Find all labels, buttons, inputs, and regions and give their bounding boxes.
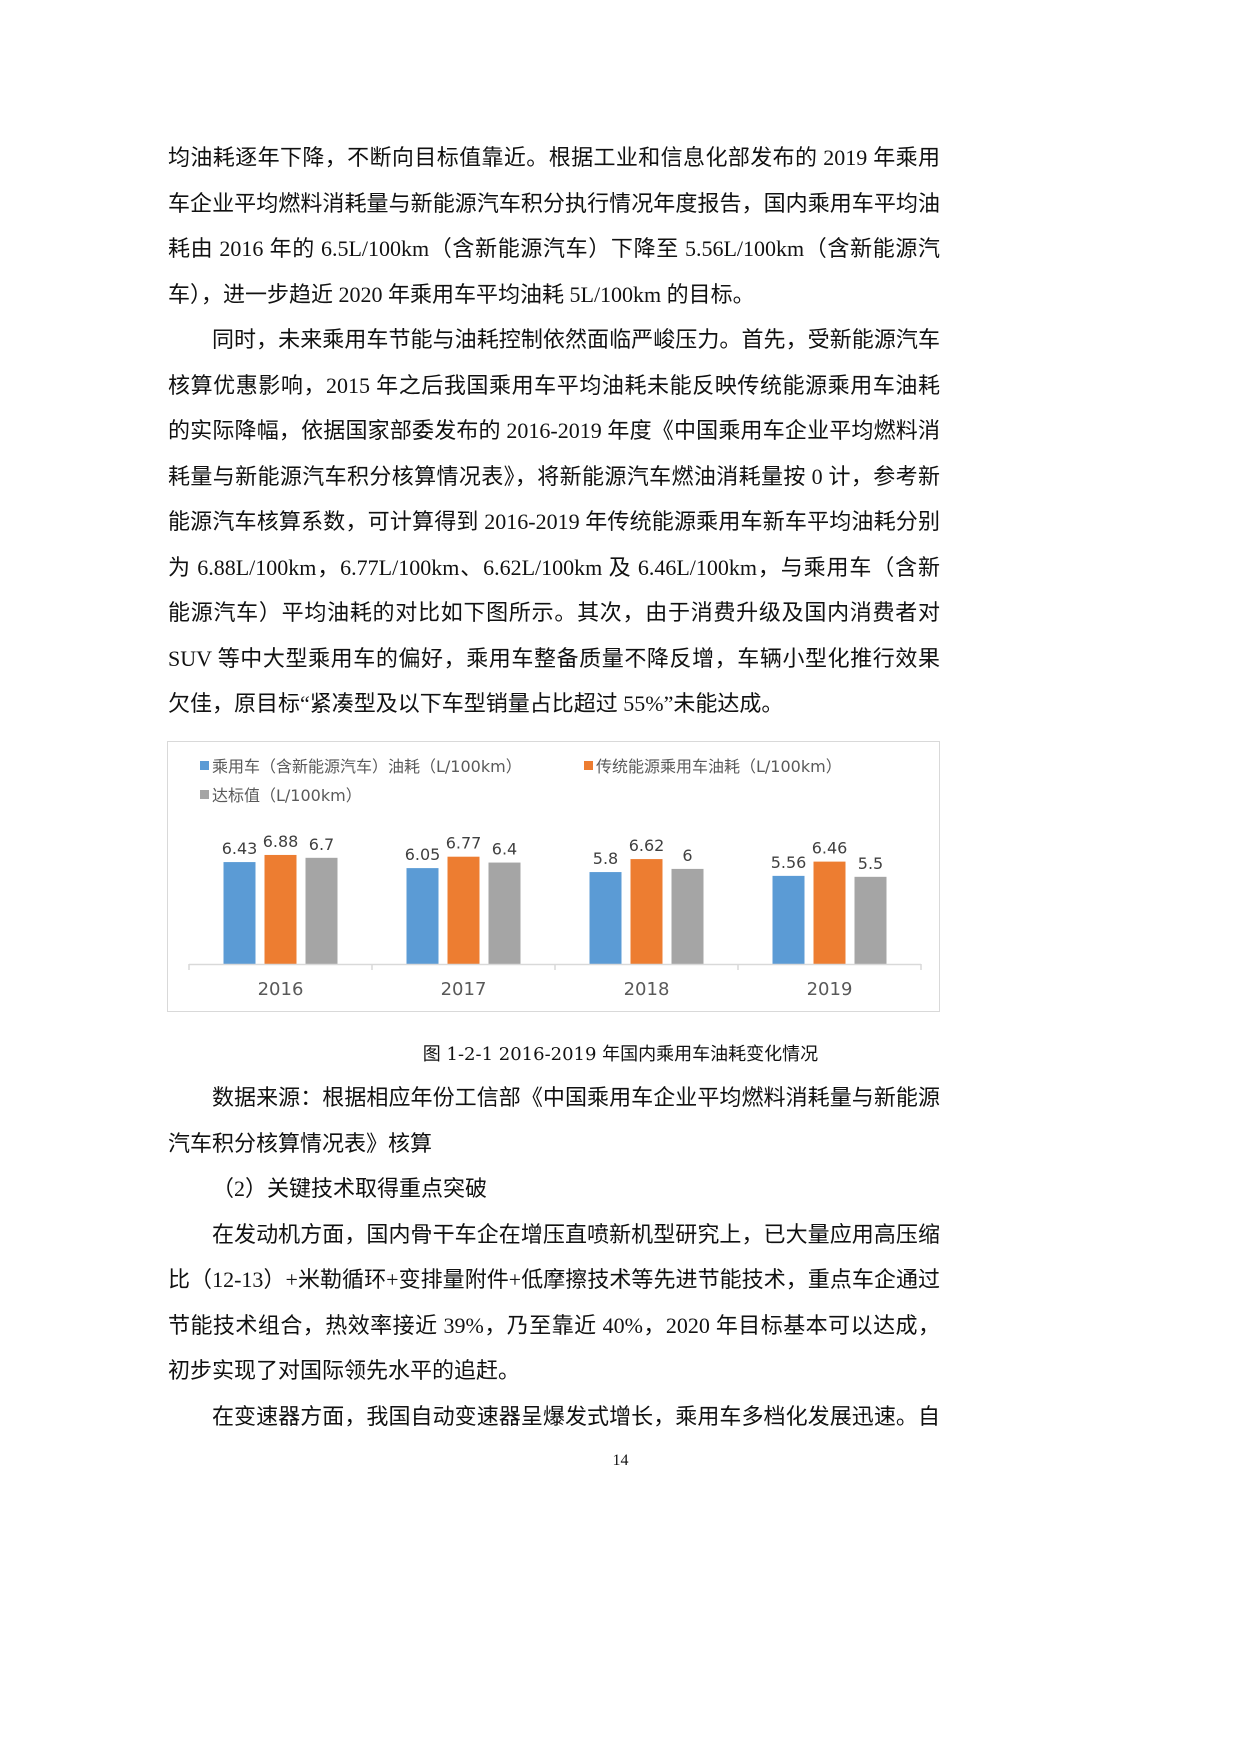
text-line: （2）关键技术取得重点突破 xyxy=(212,1176,488,1201)
text-line: 耗由 2016 年的 6.5L/100km（含新能源汽车）下降至 5.56L/1… xyxy=(168,236,940,261)
bar-2016-series-2 xyxy=(264,854,297,964)
text-line: 车企业平均燃料消耗量与新能源汽车积分执行情况年度报告，国内乘用车平均油 xyxy=(168,190,940,216)
legend-item-series-1: 乘用车（含新能源汽车）油耗（L/100km） xyxy=(200,753,522,777)
text-line: 核算优惠影响，2015 年之后我国乘用车平均油耗未能反映传统能源乘用车油耗 xyxy=(168,372,940,398)
data-label: 6 xyxy=(682,846,692,865)
text-line: 同时，未来乘用车节能与油耗控制依然面临严峻压力。首先，受新能源汽车 xyxy=(212,327,940,352)
data-label: 6.05 xyxy=(405,845,441,864)
bar-2019-series-2 xyxy=(813,861,846,964)
text-line: 能源汽车核算系数，可计算得到 2016-2019 年传统能源乘用车新车平均油耗分… xyxy=(168,509,940,534)
text-line: 为 6.88L/100km，6.77L/100km、6.62L/100km 及 … xyxy=(168,554,940,580)
plot-area: 6.43 6.88 6.7 2016 6.05 6.77 6.4 2017 5.8 6.62 6 20… xyxy=(188,832,922,1000)
x-tick-label: 2016 xyxy=(258,979,304,1000)
bar-2018-series-2 xyxy=(630,859,663,964)
bar-2018-series-3 xyxy=(671,868,704,964)
text-line: SUV 等中大型乘用车的偏好，乘用车整备质量不降反增，车辆小型化推行效果 xyxy=(168,645,940,671)
body-text-top: 均油耗逐年下降，不断向目标值靠近。根据工业和信息化部发布的 2019 年乘用 车企… xyxy=(168,135,940,727)
legend-label: 传统能源乘用车油耗（L/100km） xyxy=(596,757,842,776)
data-label: 6.46 xyxy=(812,839,848,858)
text-line: 的实际降幅，依据国家部委发布的 2016-2019 年度《中国乘用车企业平均燃料… xyxy=(168,418,940,443)
text-line: 耗量与新能源汽车积分核算情况表》，将新能源汽车燃油消耗量按 0 计，参考新 xyxy=(168,463,940,489)
text-line: 车），进一步趋近 2020 年乘用车平均油耗 5L/100km 的目标。 xyxy=(168,281,755,307)
bar-2017-series-1 xyxy=(406,868,439,964)
x-tick-label: 2018 xyxy=(624,979,670,1000)
text-line: 均油耗逐年下降，不断向目标值靠近。根据工业和信息化部发布的 2019 年乘用 xyxy=(168,145,940,170)
legend-label: 乘用车（含新能源汽车）油耗（L/100km） xyxy=(212,757,522,776)
data-label: 6.62 xyxy=(629,836,665,855)
text-line: 数据来源：根据相应年份工信部《中国乘用车企业平均燃料消耗量与新能源 xyxy=(212,1085,940,1110)
text-line: 节能技术组合，热效率接近 39%，乃至靠近 40%，2020 年目标基本可以达成… xyxy=(168,1312,940,1338)
text-line: 在发动机方面，国内骨干车企在增压直喷新机型研究上，已大量应用高压缩 xyxy=(212,1221,940,1247)
legend-swatch xyxy=(584,760,593,770)
bar-2017-series-3 xyxy=(488,862,521,964)
bar-2016-series-3 xyxy=(305,857,338,964)
bar-2019-series-1 xyxy=(772,875,805,964)
page-number: 14 xyxy=(612,1452,629,1469)
legend-swatch xyxy=(200,789,209,799)
data-label: 6.7 xyxy=(309,835,334,854)
legend-item-series-3: 达标值（L/100km） xyxy=(200,782,362,806)
legend-label: 达标值（L/100km） xyxy=(212,786,362,805)
x-tick-label: 2017 xyxy=(441,979,487,1000)
bar-2018-series-1 xyxy=(589,872,622,964)
data-label: 6.4 xyxy=(492,840,517,859)
text-line: 能源汽车）平均油耗的对比如下图所示。其次，由于消费升级及国内消费者对 xyxy=(168,600,940,625)
text-line: 比（12-13）+米勒循环+变排量附件+低摩擦技术等先进节能技术，重点车企通过 xyxy=(168,1267,940,1292)
figure-caption: 图 1-2-1 2016-2019 年国内乘用车油耗变化情况 xyxy=(422,1044,819,1065)
bar-2019-series-3 xyxy=(854,876,887,964)
data-label: 6.43 xyxy=(222,839,258,858)
data-label: 5.56 xyxy=(771,853,807,872)
legend-swatch xyxy=(200,760,209,770)
bar-2017-series-2 xyxy=(447,856,480,964)
data-label: 6.88 xyxy=(263,832,299,851)
x-tick-label: 2019 xyxy=(807,979,853,1000)
body-text-bottom: 数据来源：根据相应年份工信部《中国乘用车企业平均燃料消耗量与新能源汽车积分核算情… xyxy=(168,1075,940,1439)
text-line: 欠佳，原目标“紧凑型及以下车型销量占比超过 55%”未能达成。 xyxy=(168,691,784,716)
text-line: 汽车积分核算情况表》核算 xyxy=(168,1130,433,1156)
bar-2016-series-1 xyxy=(223,862,256,964)
text-line: 初步实现了对国际领先水平的追赶。 xyxy=(168,1358,521,1383)
bar-chart: 乘用车（含新能源汽车）油耗（L/100km） 传统能源乘用车油耗（L/100km… xyxy=(167,741,940,1012)
data-label: 6.77 xyxy=(446,834,482,853)
data-label: 5.8 xyxy=(593,849,618,868)
text-line: 在变速器方面，我国自动变速器呈爆发式增长，乘用车多档化发展迅速。自 xyxy=(212,1403,940,1429)
data-label: 5.5 xyxy=(858,854,883,873)
legend-item-series-2: 传统能源乘用车油耗（L/100km） xyxy=(584,753,842,777)
